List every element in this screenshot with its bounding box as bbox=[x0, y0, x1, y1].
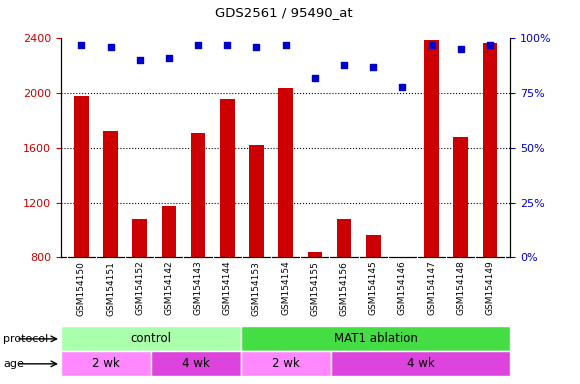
Text: GSM154154: GSM154154 bbox=[281, 261, 290, 316]
Bar bbox=[366, 235, 380, 257]
Bar bbox=[395, 257, 409, 259]
Text: control: control bbox=[130, 333, 171, 345]
Point bbox=[368, 64, 378, 70]
Text: GSM154143: GSM154143 bbox=[194, 261, 202, 316]
Text: GSM154146: GSM154146 bbox=[398, 261, 407, 316]
Bar bbox=[220, 99, 234, 257]
Text: 4 wk: 4 wk bbox=[182, 358, 209, 370]
Point bbox=[310, 75, 320, 81]
Text: GSM154145: GSM154145 bbox=[369, 261, 378, 316]
Point bbox=[339, 61, 349, 68]
Bar bbox=[483, 43, 497, 257]
Point bbox=[106, 44, 115, 50]
Text: 4 wk: 4 wk bbox=[407, 358, 434, 370]
Bar bbox=[337, 219, 351, 257]
Text: MAT1 ablation: MAT1 ablation bbox=[334, 333, 418, 345]
Text: GSM154150: GSM154150 bbox=[77, 261, 86, 316]
Bar bbox=[249, 145, 264, 257]
Point bbox=[252, 44, 261, 50]
Bar bbox=[425, 40, 439, 257]
Point bbox=[164, 55, 173, 61]
Point bbox=[194, 42, 203, 48]
Bar bbox=[241, 351, 331, 376]
Bar bbox=[241, 326, 510, 351]
Text: GSM154147: GSM154147 bbox=[427, 261, 436, 316]
Bar bbox=[132, 219, 147, 257]
Bar bbox=[61, 351, 151, 376]
Text: 2 wk: 2 wk bbox=[272, 358, 299, 370]
Text: age: age bbox=[3, 359, 24, 369]
Bar bbox=[191, 133, 205, 257]
Text: GDS2561 / 95490_at: GDS2561 / 95490_at bbox=[215, 6, 353, 19]
Bar bbox=[331, 351, 510, 376]
Text: GSM154155: GSM154155 bbox=[310, 261, 320, 316]
Text: protocol: protocol bbox=[3, 334, 48, 344]
Point bbox=[77, 42, 86, 48]
Bar bbox=[307, 252, 322, 257]
Point bbox=[398, 83, 407, 89]
Bar bbox=[162, 206, 176, 257]
Text: GSM154144: GSM154144 bbox=[223, 261, 232, 315]
Text: GSM154149: GSM154149 bbox=[485, 261, 495, 316]
Bar bbox=[103, 131, 118, 257]
Text: GSM154152: GSM154152 bbox=[135, 261, 144, 316]
Point bbox=[427, 42, 436, 48]
Bar bbox=[278, 88, 293, 257]
Text: GSM154142: GSM154142 bbox=[164, 261, 173, 315]
Point bbox=[135, 57, 144, 63]
Text: GSM154151: GSM154151 bbox=[106, 261, 115, 316]
Text: GSM154153: GSM154153 bbox=[252, 261, 261, 316]
Point bbox=[223, 42, 232, 48]
Text: GSM154148: GSM154148 bbox=[456, 261, 465, 316]
Bar bbox=[454, 137, 468, 257]
Bar bbox=[74, 96, 89, 257]
Text: 2 wk: 2 wk bbox=[92, 358, 119, 370]
Bar bbox=[61, 326, 241, 351]
Bar bbox=[151, 351, 241, 376]
Point bbox=[281, 42, 291, 48]
Point bbox=[485, 42, 495, 48]
Point bbox=[456, 46, 465, 53]
Text: GSM154156: GSM154156 bbox=[339, 261, 349, 316]
